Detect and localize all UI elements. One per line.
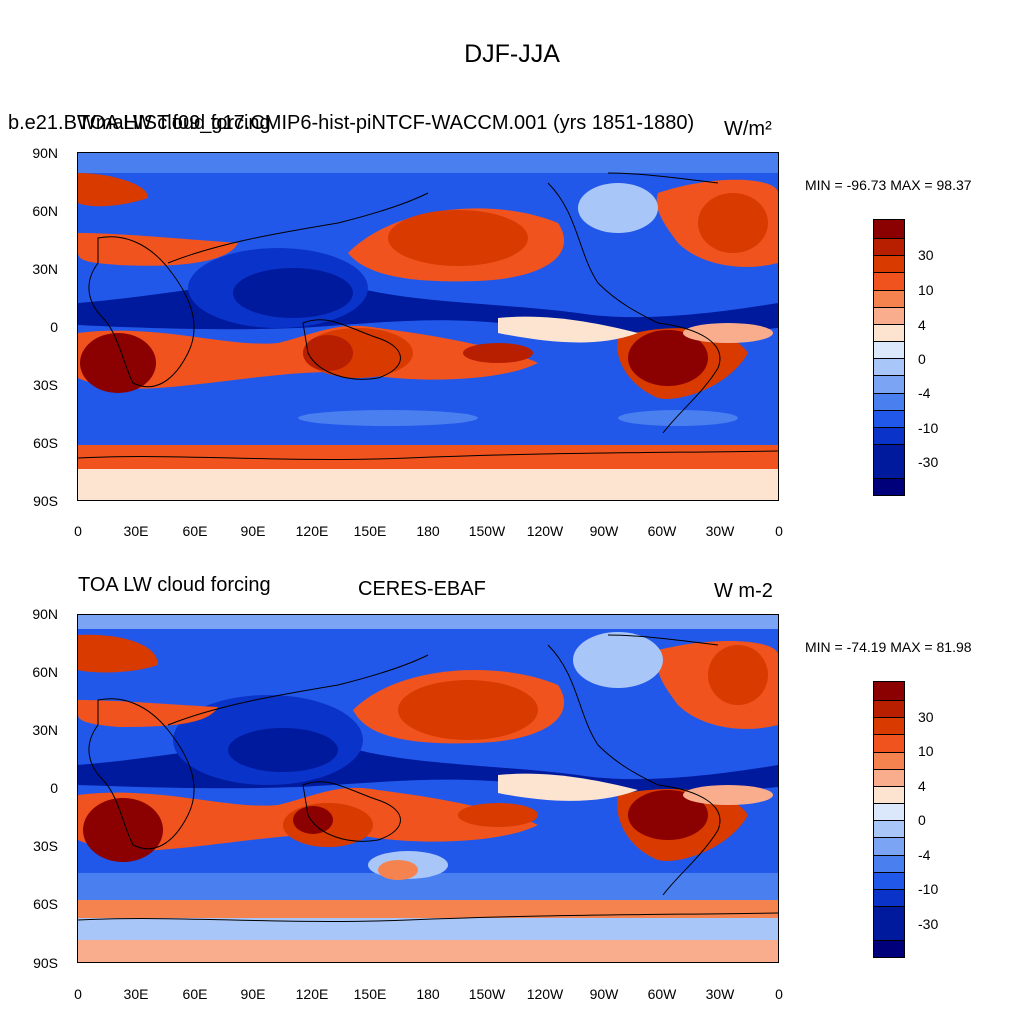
panel1-lat-label: 0 <box>50 319 58 335</box>
colorbar-swatch <box>873 410 905 427</box>
panel2-lat-label: 90N <box>32 606 58 622</box>
panel2-lat-label: 30S <box>33 838 58 854</box>
colorbar-swatch <box>873 358 905 375</box>
panel2-lon-label: 120E <box>295 986 329 1002</box>
panel2-lat-label: 60S <box>33 896 58 912</box>
panel2-units: W m-2 <box>714 580 773 602</box>
panel2-map-field <box>78 615 778 962</box>
colorbar-label: -10 <box>918 420 939 436</box>
colorbar-swatch <box>873 219 905 238</box>
panel2-lon-label: 0 <box>74 986 82 1002</box>
colorbar-swatch <box>873 855 905 872</box>
panel1-min-max: MIN = -96.73 MAX = 98.37 <box>805 177 972 193</box>
colorbar-swatch <box>873 769 905 786</box>
colorbar-label: -4 <box>918 385 931 401</box>
colorbar-swatch <box>873 290 905 307</box>
colorbar-swatch <box>873 255 905 272</box>
panel1-lat-label: 90N <box>32 145 58 161</box>
colorbar-swatch <box>873 940 905 958</box>
colorbar-swatch <box>873 786 905 803</box>
colorbar-swatch <box>873 478 905 496</box>
panel1-lon-label: 30E <box>123 523 149 539</box>
colorbar-label: 0 <box>918 812 926 828</box>
panel1-lat-label: 60S <box>33 435 58 451</box>
colorbar-swatch <box>873 700 905 717</box>
panel1-lon-label: 180 <box>416 523 440 539</box>
panel2-lon-label: 30W <box>705 986 735 1002</box>
panel1-lat-label: 30N <box>32 261 58 277</box>
colorbar-swatch <box>873 375 905 393</box>
colorbar-swatch <box>873 307 905 324</box>
colorbar-label: 10 <box>918 743 934 759</box>
panel2-lon-label: 60E <box>182 986 208 1002</box>
panel2-lon-label: 30E <box>123 986 149 1002</box>
panel1-colorbar <box>873 219 905 496</box>
panel2-center-title: CERES-EBAF <box>358 578 486 600</box>
panel1-lat-label: 90S <box>33 493 58 509</box>
colorbar-swatch <box>873 872 905 889</box>
colorbar-label: 30 <box>918 709 934 725</box>
colorbar-swatch <box>873 820 905 837</box>
panel2-lon-label: 60W <box>647 986 677 1002</box>
colorbar-label: 4 <box>918 778 926 794</box>
colorbar-swatch <box>873 238 905 255</box>
panel2-left-title: TOA LW cloud forcing <box>78 574 271 596</box>
panel2-lat-label: 90S <box>33 955 58 971</box>
colorbar-swatch <box>873 393 905 410</box>
panel1-lon-label: 90E <box>240 523 266 539</box>
panel2-lon-label: 180 <box>416 986 440 1002</box>
colorbar-swatch <box>873 717 905 734</box>
panel2-lon-label: 90E <box>240 986 266 1002</box>
panel1-lon-label: 60E <box>182 523 208 539</box>
panel1-lon-label: 0 <box>74 523 82 539</box>
panel2-colorbar <box>873 681 905 958</box>
panel1-lat-label: 30S <box>33 377 58 393</box>
panel1-lon-label: 120E <box>295 523 329 539</box>
colorbar-swatch <box>873 752 905 769</box>
page-title: DJF-JJA <box>464 40 560 68</box>
panel1-lon-label: 0 <box>775 523 783 539</box>
panel2-map <box>77 614 779 963</box>
colorbar-swatch <box>873 427 905 444</box>
colorbar-label: 4 <box>918 317 926 333</box>
colorbar-swatch <box>873 341 905 358</box>
colorbar-swatch <box>873 324 905 341</box>
panel2-lat-label: 60N <box>32 664 58 680</box>
panel1-long-title: b.e21.BWmaHIST.f09_g17.CMIP6-hist-piNTCF… <box>8 112 695 134</box>
panel1-lat-label: 60N <box>32 203 58 219</box>
panel2-lat-label: 30N <box>32 722 58 738</box>
colorbar-label: -30 <box>918 916 939 932</box>
panel1-map <box>77 152 779 501</box>
panel1-lon-label: 90W <box>589 523 619 539</box>
panel1-map-field <box>78 153 778 500</box>
panel1-lon-label: 30W <box>705 523 735 539</box>
colorbar-swatch <box>873 906 905 940</box>
panel1-lon-label: 150W <box>468 523 506 539</box>
panel1-lon-label: 120W <box>526 523 564 539</box>
panel2-lon-label: 150W <box>468 986 506 1002</box>
panel1-units: W/m² <box>724 118 772 140</box>
panel2-lat-label: 0 <box>50 780 58 796</box>
colorbar-swatch <box>873 837 905 855</box>
colorbar-swatch <box>873 734 905 752</box>
colorbar-label: 10 <box>918 282 934 298</box>
panel2-lon-label: 0 <box>775 986 783 1002</box>
colorbar-label: 0 <box>918 351 926 367</box>
panel2-lon-label: 150E <box>353 986 387 1002</box>
colorbar-swatch <box>873 889 905 906</box>
colorbar-label: -30 <box>918 454 939 470</box>
colorbar-swatch <box>873 272 905 290</box>
panel1-lon-label: 150E <box>353 523 387 539</box>
panel1-left-title: TOA LW cloud forcing <box>78 112 271 134</box>
colorbar-label: 30 <box>918 247 934 263</box>
panel2-lon-label: 90W <box>589 986 619 1002</box>
panel2-min-max: MIN = -74.19 MAX = 81.98 <box>805 639 972 655</box>
colorbar-label: -10 <box>918 881 939 897</box>
colorbar-swatch <box>873 444 905 478</box>
colorbar-swatch <box>873 681 905 700</box>
colorbar-label: -4 <box>918 847 931 863</box>
panel2-lon-label: 120W <box>526 986 564 1002</box>
panel1-lon-label: 60W <box>647 523 677 539</box>
colorbar-swatch <box>873 803 905 820</box>
